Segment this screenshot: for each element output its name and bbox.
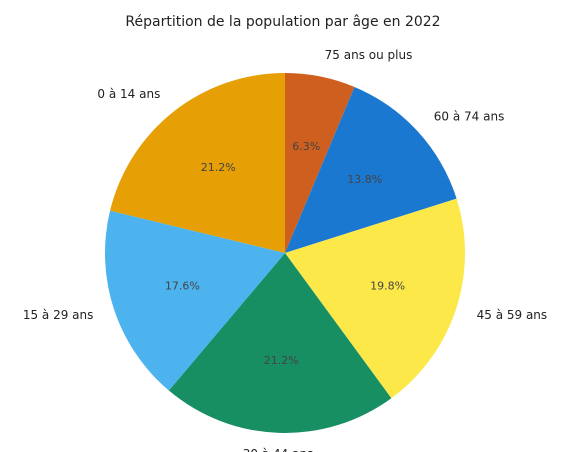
- slice-label: 45 à 59 ans: [477, 308, 548, 322]
- value-label: 21.2%: [264, 354, 299, 367]
- chart-title: Répartition de la population par âge en …: [125, 14, 440, 30]
- pie-slice: [110, 73, 285, 253]
- pie-slice: [168, 253, 392, 434]
- value-label: 6.3%: [292, 140, 320, 153]
- value-label: 13.8%: [347, 173, 382, 186]
- slice-label: 75 ans ou plus: [325, 48, 413, 62]
- value-label: 21.2%: [201, 161, 236, 174]
- slice-label: 60 à 74 ans: [434, 109, 505, 123]
- value-label: 19.8%: [370, 280, 405, 293]
- slice-label: 15 à 29 ans: [23, 308, 94, 322]
- pie-slice: [285, 73, 355, 253]
- value-label: 17.6%: [165, 280, 200, 293]
- pie-slice: [285, 86, 457, 254]
- slice-label: 30 à 44 ans: [243, 447, 314, 452]
- pie-slice: [104, 210, 285, 391]
- pie-slice: [285, 198, 465, 399]
- slice-label: 0 à 14 ans: [97, 87, 160, 101]
